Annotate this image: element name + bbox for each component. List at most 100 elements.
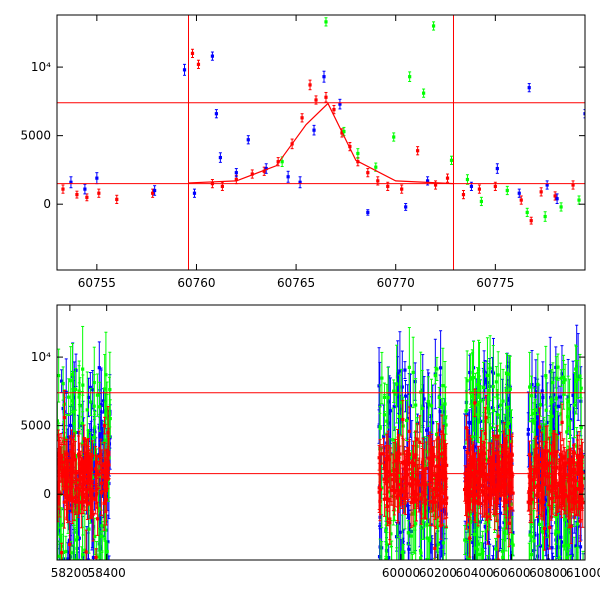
data-point bbox=[103, 537, 107, 541]
data-point bbox=[151, 191, 155, 195]
data-point bbox=[382, 497, 387, 501]
data-point bbox=[435, 493, 440, 498]
top-x-tick-label: 60760 bbox=[177, 276, 215, 290]
data-point bbox=[95, 461, 99, 465]
data-point bbox=[433, 183, 438, 187]
data-point bbox=[383, 467, 387, 471]
data-point bbox=[392, 389, 396, 393]
data-point bbox=[449, 158, 454, 162]
data-point bbox=[86, 464, 91, 468]
data-point-green bbox=[437, 386, 441, 408]
data-point bbox=[72, 499, 76, 504]
data-point-blue bbox=[210, 51, 215, 61]
data-point bbox=[61, 381, 65, 386]
data-point bbox=[61, 550, 65, 555]
data-point bbox=[421, 520, 425, 524]
data-point bbox=[59, 523, 63, 527]
data-point bbox=[66, 468, 71, 473]
data-point-blue bbox=[403, 361, 407, 380]
data-point-red bbox=[392, 441, 396, 498]
data-point bbox=[396, 431, 401, 435]
data-point-green bbox=[400, 514, 404, 560]
data-point bbox=[81, 492, 85, 496]
data-point bbox=[95, 471, 99, 475]
data-point bbox=[80, 421, 85, 426]
data-point bbox=[435, 367, 439, 371]
data-point bbox=[84, 550, 88, 554]
data-point bbox=[508, 424, 513, 428]
data-point bbox=[479, 199, 483, 204]
data-point-blue bbox=[517, 188, 521, 198]
data-point bbox=[483, 524, 487, 529]
data-point bbox=[476, 542, 480, 546]
data-point bbox=[210, 54, 215, 58]
data-point bbox=[422, 493, 427, 498]
data-point bbox=[385, 419, 389, 423]
data-point bbox=[76, 430, 80, 435]
data-point bbox=[409, 534, 413, 538]
data-point-green bbox=[103, 354, 107, 424]
data-point bbox=[69, 551, 73, 555]
data-point bbox=[425, 536, 429, 540]
data-point bbox=[409, 500, 413, 505]
data-point bbox=[298, 180, 302, 184]
data-point bbox=[392, 405, 396, 409]
data-point bbox=[190, 51, 195, 55]
top-x-tick-label: 60770 bbox=[377, 276, 415, 290]
data-point bbox=[377, 486, 381, 490]
data-point bbox=[441, 451, 445, 455]
data-point bbox=[413, 502, 417, 506]
data-point bbox=[407, 429, 411, 433]
data-point bbox=[439, 495, 443, 499]
data-point bbox=[423, 463, 427, 467]
data-point bbox=[103, 438, 107, 442]
data-point bbox=[97, 473, 101, 477]
data-point bbox=[505, 365, 509, 369]
data-point bbox=[57, 529, 61, 533]
data-point-blue bbox=[583, 109, 585, 119]
data-point-green bbox=[78, 558, 82, 560]
data-point bbox=[82, 437, 86, 441]
data-point bbox=[366, 210, 370, 215]
data-point-green bbox=[93, 411, 97, 444]
data-point bbox=[348, 145, 352, 149]
data-point bbox=[386, 454, 390, 459]
data-point bbox=[471, 509, 476, 513]
data-point bbox=[324, 95, 328, 99]
data-point bbox=[500, 420, 505, 424]
data-point bbox=[57, 419, 59, 423]
data-point-blue bbox=[192, 188, 197, 198]
data-point bbox=[492, 582, 495, 585]
data-point bbox=[476, 367, 481, 371]
data-point bbox=[104, 528, 108, 532]
data-point bbox=[519, 198, 523, 202]
data-point bbox=[234, 171, 238, 175]
data-point-red bbox=[389, 447, 393, 503]
data-point bbox=[416, 149, 420, 153]
data-point-red bbox=[461, 189, 466, 200]
data-point-red bbox=[428, 477, 432, 527]
data-point bbox=[472, 445, 477, 449]
data-point bbox=[422, 459, 427, 464]
data-point bbox=[507, 396, 511, 401]
data-point bbox=[403, 481, 408, 485]
data-point bbox=[85, 408, 89, 412]
data-point bbox=[505, 188, 509, 193]
data-point bbox=[68, 542, 72, 547]
data-point bbox=[437, 482, 441, 487]
data-point bbox=[87, 527, 91, 531]
top-panel-model-curve bbox=[188, 102, 454, 185]
data-point bbox=[408, 404, 413, 408]
data-point-red bbox=[437, 463, 441, 518]
data-point bbox=[77, 389, 81, 393]
data-point bbox=[58, 455, 62, 459]
data-point bbox=[440, 430, 444, 434]
data-point bbox=[559, 205, 563, 209]
data-point-red bbox=[416, 146, 420, 156]
data-point-red bbox=[439, 465, 443, 508]
data-point-red bbox=[61, 184, 65, 194]
data-point bbox=[439, 484, 443, 488]
data-point-red bbox=[97, 460, 101, 489]
data-point bbox=[85, 195, 89, 199]
data-point bbox=[411, 460, 415, 464]
